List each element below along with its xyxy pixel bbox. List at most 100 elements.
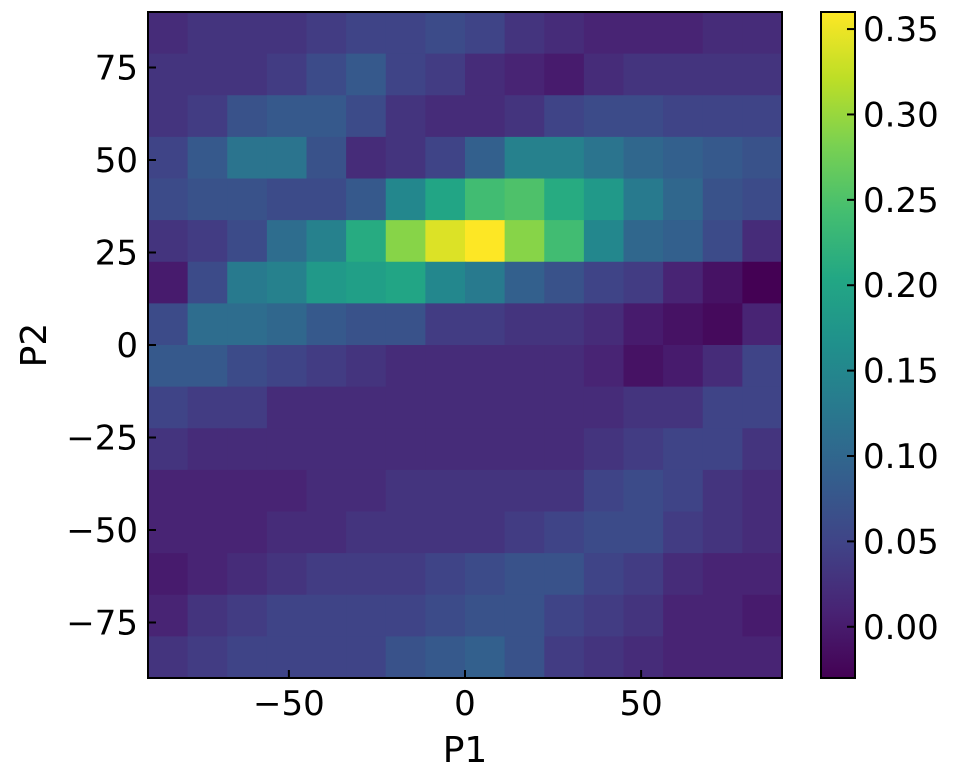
heatmap-cell xyxy=(187,553,228,596)
heatmap-cell xyxy=(702,12,743,55)
heatmap-cell xyxy=(504,553,545,596)
heatmap-cell xyxy=(346,469,387,513)
heatmap-cell xyxy=(385,136,426,180)
heatmap-cell xyxy=(227,428,268,471)
heatmap-cell xyxy=(266,594,308,637)
heatmap-cell xyxy=(504,136,545,180)
heatmap-cell xyxy=(544,386,585,429)
heatmap-cell xyxy=(465,53,506,96)
heatmap-cell xyxy=(306,303,347,346)
heatmap-cell xyxy=(623,594,664,637)
heatmap-cell xyxy=(544,553,585,596)
heatmap-cell xyxy=(583,345,625,388)
heatmap-cell xyxy=(465,178,506,221)
heatmap-cell xyxy=(583,12,625,55)
heatmap-cell xyxy=(544,469,585,513)
heatmap-cell xyxy=(148,178,189,221)
heatmap-cell xyxy=(227,345,268,388)
heatmap-cell xyxy=(227,469,268,513)
colorbar-tick-label: 0.10 xyxy=(863,437,939,477)
heatmap-cell xyxy=(623,136,664,180)
heatmap-cell xyxy=(702,345,743,388)
x-axis-title: P1 xyxy=(443,730,488,771)
heatmap-cell xyxy=(306,428,347,471)
heatmap-cell xyxy=(465,428,506,471)
colorbar-tick-label: 0.05 xyxy=(863,522,939,562)
heatmap-cell xyxy=(425,511,466,554)
heatmap-cell xyxy=(306,12,347,55)
heatmap-cell xyxy=(544,303,585,346)
heatmap-cell xyxy=(504,511,545,554)
heatmap-cell xyxy=(623,469,664,513)
heatmap-cell xyxy=(148,261,189,304)
heatmap-cell xyxy=(663,136,704,180)
heatmap-cell xyxy=(663,12,704,55)
x-tick-label: −50 xyxy=(253,684,325,724)
heatmap-cell xyxy=(742,136,783,180)
heatmap-cell xyxy=(306,220,347,263)
heatmap-cell xyxy=(663,95,704,138)
heatmap-cell xyxy=(623,636,664,679)
heatmap-cell xyxy=(385,345,426,388)
heatmap-cell xyxy=(583,511,625,554)
heatmap-cell xyxy=(623,95,664,138)
heatmap-cell xyxy=(227,95,268,138)
heatmap-cell xyxy=(148,511,189,554)
colorbar-tick-label: 0.30 xyxy=(863,95,939,135)
heatmap-cell xyxy=(148,553,189,596)
heatmap-cell xyxy=(306,136,347,180)
heatmap-cell xyxy=(385,594,426,637)
heatmap-cell xyxy=(148,136,189,180)
heatmap-cell xyxy=(465,636,506,679)
heatmap-cell xyxy=(227,303,268,346)
heatmap-cell xyxy=(465,594,506,637)
heatmap-cell xyxy=(544,53,585,96)
heatmap-cell xyxy=(623,345,664,388)
x-axis: −50 0 50 xyxy=(253,670,663,724)
heatmap-cell xyxy=(544,636,585,679)
heatmap-cell xyxy=(227,178,268,221)
heatmap-cell xyxy=(742,220,783,263)
heatmap-cell xyxy=(742,261,783,304)
heatmap-cell xyxy=(583,136,625,180)
heatmap-cell xyxy=(663,428,704,471)
heatmap-cell xyxy=(266,136,308,180)
heatmap-cell xyxy=(148,53,189,96)
heatmap-cell xyxy=(227,220,268,263)
heatmap-cell xyxy=(346,636,387,679)
heatmap-cell xyxy=(583,428,625,471)
heatmap-cell xyxy=(583,95,625,138)
heatmap-cell xyxy=(148,303,189,346)
heatmap-cell xyxy=(544,594,585,637)
heatmap-cell xyxy=(187,220,228,263)
colorbar-tick-label: 0.20 xyxy=(863,266,939,306)
heatmap-cell xyxy=(385,386,426,429)
heatmap-cell xyxy=(465,136,506,180)
heatmap-cell xyxy=(266,12,308,55)
heatmap-cell xyxy=(583,594,625,637)
heatmap-cell xyxy=(623,261,664,304)
heatmap-cell xyxy=(306,53,347,96)
heatmap-cell xyxy=(544,12,585,55)
heatmap-cell xyxy=(346,136,387,180)
heatmap-cell xyxy=(465,303,506,346)
heatmap-cell xyxy=(742,386,783,429)
heatmap-cell xyxy=(623,178,664,221)
heatmap-cell xyxy=(504,469,545,513)
heatmap-cell xyxy=(544,511,585,554)
heatmap-cell xyxy=(385,469,426,513)
y-tick-label: −25 xyxy=(66,419,138,459)
heatmap-cell xyxy=(266,303,308,346)
heatmap-cell xyxy=(425,469,466,513)
heatmap-cell xyxy=(306,95,347,138)
heatmap-cell xyxy=(346,303,387,346)
heatmap-cell xyxy=(187,386,228,429)
heatmap-cell xyxy=(346,12,387,55)
heatmap-cell xyxy=(385,261,426,304)
heatmap-cell xyxy=(385,220,426,263)
heatmap-cell xyxy=(663,178,704,221)
heatmap-cell xyxy=(623,553,664,596)
heatmap-cell xyxy=(227,12,268,55)
heatmap-cell xyxy=(544,428,585,471)
heatmap-cell xyxy=(266,428,308,471)
